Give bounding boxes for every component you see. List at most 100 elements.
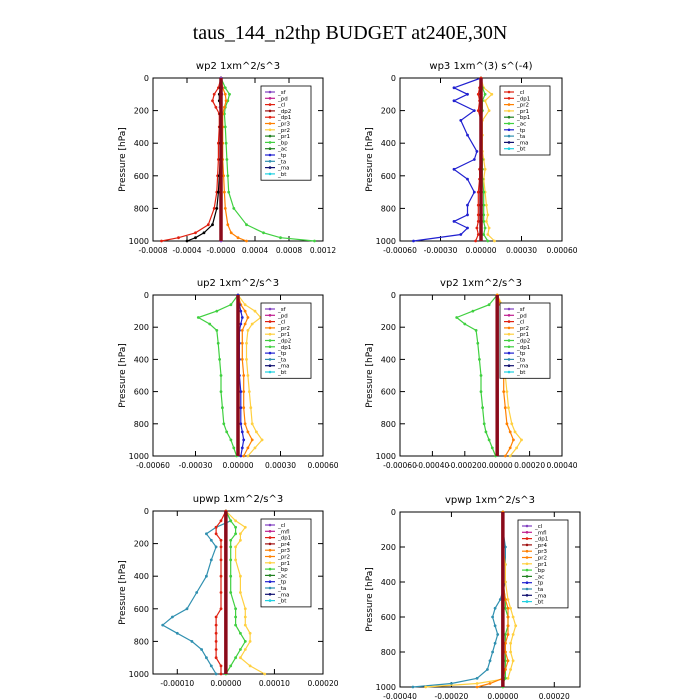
data-point — [215, 309, 219, 313]
legend-entry: _cl — [277, 523, 286, 529]
y-tick-label: 600 — [381, 613, 396, 622]
data-point — [472, 158, 476, 161]
legend-marker — [268, 586, 272, 590]
data-point — [223, 105, 226, 109]
data-point — [486, 233, 490, 236]
legend-entry: _dp2 — [277, 339, 291, 345]
data-point — [479, 390, 483, 393]
legend-marker — [507, 115, 511, 119]
data-point — [205, 532, 208, 536]
legend-entry: _bp — [277, 567, 288, 573]
data-point — [240, 446, 244, 450]
legend-marker — [268, 320, 272, 323]
data-point — [216, 341, 220, 345]
legend-entry: _pr1 — [277, 332, 290, 338]
data-point — [177, 236, 180, 240]
data-point — [219, 591, 223, 594]
legend-marker — [268, 523, 272, 527]
legend-entry: _pr2 — [277, 128, 290, 134]
series-line — [225, 510, 247, 675]
data-point — [246, 374, 250, 377]
data-point — [248, 640, 252, 643]
data-point — [466, 213, 469, 217]
series-line — [161, 77, 222, 242]
data-point — [229, 574, 233, 578]
data-point — [245, 223, 248, 227]
legend-marker — [525, 600, 529, 603]
data-point — [234, 615, 238, 619]
legend-entry: _pr2 — [516, 326, 529, 332]
legend-marker — [268, 530, 272, 533]
data-point — [218, 358, 222, 361]
legend-entry: _ta — [277, 357, 286, 363]
data-point — [450, 682, 453, 685]
x-tick-label: 0.0012 — [310, 246, 336, 255]
data-point — [239, 631, 242, 635]
legend-marker — [507, 122, 511, 125]
x-tick-label: -0.00060 — [383, 461, 417, 470]
legend-entry: _pr4 — [534, 543, 548, 549]
legend-entry: _pr2 — [277, 555, 290, 561]
legend-marker — [525, 543, 529, 547]
y-axis-label: Pressure [hPa] — [118, 560, 128, 625]
y-tick-label: 600 — [134, 388, 149, 397]
data-point — [209, 558, 213, 562]
data-point — [506, 676, 510, 680]
y-tick-label: 0 — [391, 508, 396, 517]
legend-marker — [507, 351, 511, 355]
legend-entry: _bt — [516, 147, 526, 153]
legend-marker — [507, 339, 511, 342]
x-tick-label: -0.0008 — [139, 246, 168, 255]
legend-marker — [268, 97, 272, 100]
data-point — [234, 525, 238, 529]
data-point — [226, 174, 230, 178]
y-axis-label: Pressure [hPa] — [365, 567, 375, 632]
legend-entry: _sf — [277, 90, 287, 96]
data-point — [239, 656, 242, 660]
series-line — [237, 294, 263, 457]
data-point — [505, 390, 509, 393]
data-point — [219, 664, 223, 668]
data-point — [245, 239, 248, 243]
legend-entry: _bt — [277, 370, 287, 376]
data-point — [185, 607, 189, 611]
legend-entry: _pr1 — [277, 561, 290, 567]
data-point — [486, 239, 490, 243]
data-point — [234, 532, 238, 536]
data-point — [511, 615, 515, 619]
data-point — [476, 109, 480, 112]
data-point — [503, 454, 507, 458]
data-point — [475, 685, 479, 689]
legend-marker — [268, 141, 272, 144]
data-point — [223, 125, 227, 129]
y-axis-label: Pressure [hPa] — [365, 343, 375, 408]
data-point — [504, 545, 507, 549]
data-point — [279, 236, 282, 240]
data-point — [242, 390, 246, 393]
legend-entry: _cl — [277, 320, 286, 326]
x-tick-label: 0.00060 — [546, 246, 577, 255]
data-point — [487, 226, 491, 230]
data-point — [243, 640, 247, 643]
legend-entry: _cl — [516, 90, 525, 96]
data-point — [234, 656, 238, 660]
data-point — [504, 659, 507, 663]
y-tick-label: 1000 — [376, 452, 396, 461]
legend-entry: _pr1 — [277, 134, 290, 140]
data-point — [452, 86, 456, 90]
data-point — [506, 659, 510, 663]
legend-marker — [268, 109, 272, 113]
chart-panel-3: up2 1xm^2/s^3 Pressure [hPa] 0 200 400 600 800… — [118, 278, 339, 470]
legend-marker — [268, 351, 272, 355]
data-point — [509, 650, 512, 654]
x-tick-label: -0.00060 — [383, 246, 417, 255]
data-point — [240, 341, 244, 345]
data-point — [487, 438, 491, 442]
y-axis-label: Pressure [hPa] — [365, 127, 375, 192]
data-point — [488, 659, 492, 663]
data-point — [475, 676, 479, 680]
legend-marker — [268, 567, 272, 571]
legend-marker — [268, 593, 272, 596]
data-point — [455, 316, 459, 319]
data-point — [504, 668, 507, 671]
